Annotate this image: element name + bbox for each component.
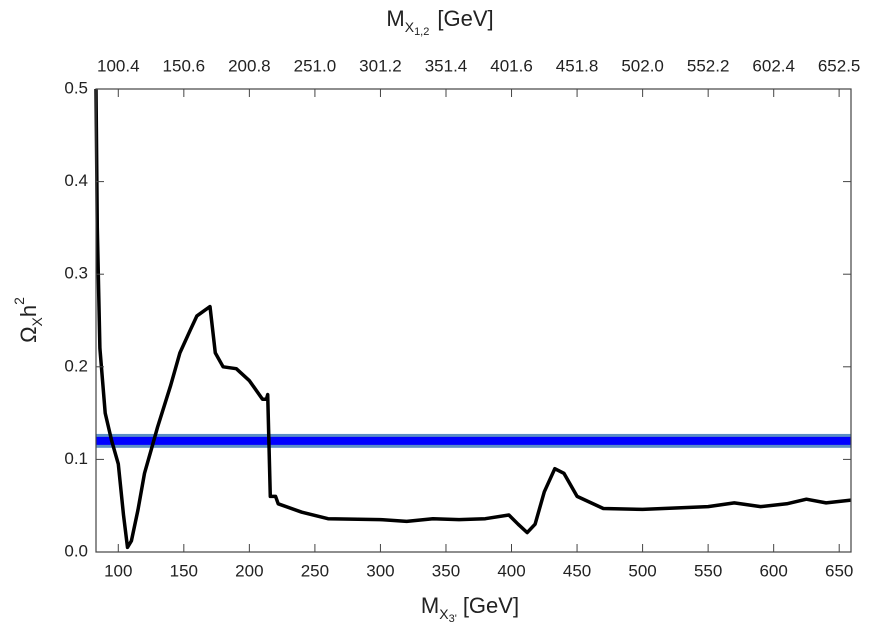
y-tick-label: 0.5 — [64, 78, 88, 97]
x-tick-label: 450 — [563, 561, 591, 580]
x-tick-label: 100 — [104, 561, 132, 580]
x-tick-label: 150 — [170, 561, 198, 580]
x2-tick-label: 602.4 — [752, 56, 795, 75]
x2-tick-label: 100.4 — [97, 56, 140, 75]
x-tick-label: 600 — [759, 561, 787, 580]
x-tick-label: 350 — [432, 561, 460, 580]
x2-tick-label: 401.6 — [490, 56, 533, 75]
y-tick-label: 0.4 — [64, 171, 88, 190]
x-tick-label: 400 — [497, 561, 525, 580]
curve — [94, 88, 852, 550]
x2-tick-label: 150.6 — [163, 56, 206, 75]
x-tick-label: 650 — [825, 561, 853, 580]
y-tick-label: 0.0 — [64, 541, 88, 560]
x2-tick-label: 502.0 — [621, 56, 664, 75]
y-tick-label: 0.2 — [64, 356, 88, 375]
y-axis-label: ΩXh2 — [11, 297, 45, 343]
x2-tick-label: 652.5 — [818, 56, 861, 75]
x-tick-label: 500 — [628, 561, 656, 580]
x2-tick-label: 200.8 — [228, 56, 271, 75]
x-tick-label: 250 — [301, 561, 329, 580]
plot-frame — [95, 88, 852, 553]
x-tick-label: 200 — [235, 561, 263, 580]
x2-tick-label: 301.2 — [359, 56, 402, 75]
y-tick-label: 0.1 — [64, 449, 88, 468]
x2-tick-label: 351.4 — [425, 56, 468, 75]
x2-tick-label: 552.2 — [687, 56, 730, 75]
x2-axis-label: MX1,2[GeV] — [386, 6, 493, 38]
x2-tick-label: 451.8 — [556, 56, 599, 75]
x-tick-label: 550 — [694, 561, 722, 580]
y-tick-label: 0.3 — [64, 264, 88, 283]
x-axis-label: MX3'[GeV] — [421, 593, 519, 625]
x2-tick-label: 251.0 — [294, 56, 337, 75]
x-tick-label: 300 — [366, 561, 394, 580]
